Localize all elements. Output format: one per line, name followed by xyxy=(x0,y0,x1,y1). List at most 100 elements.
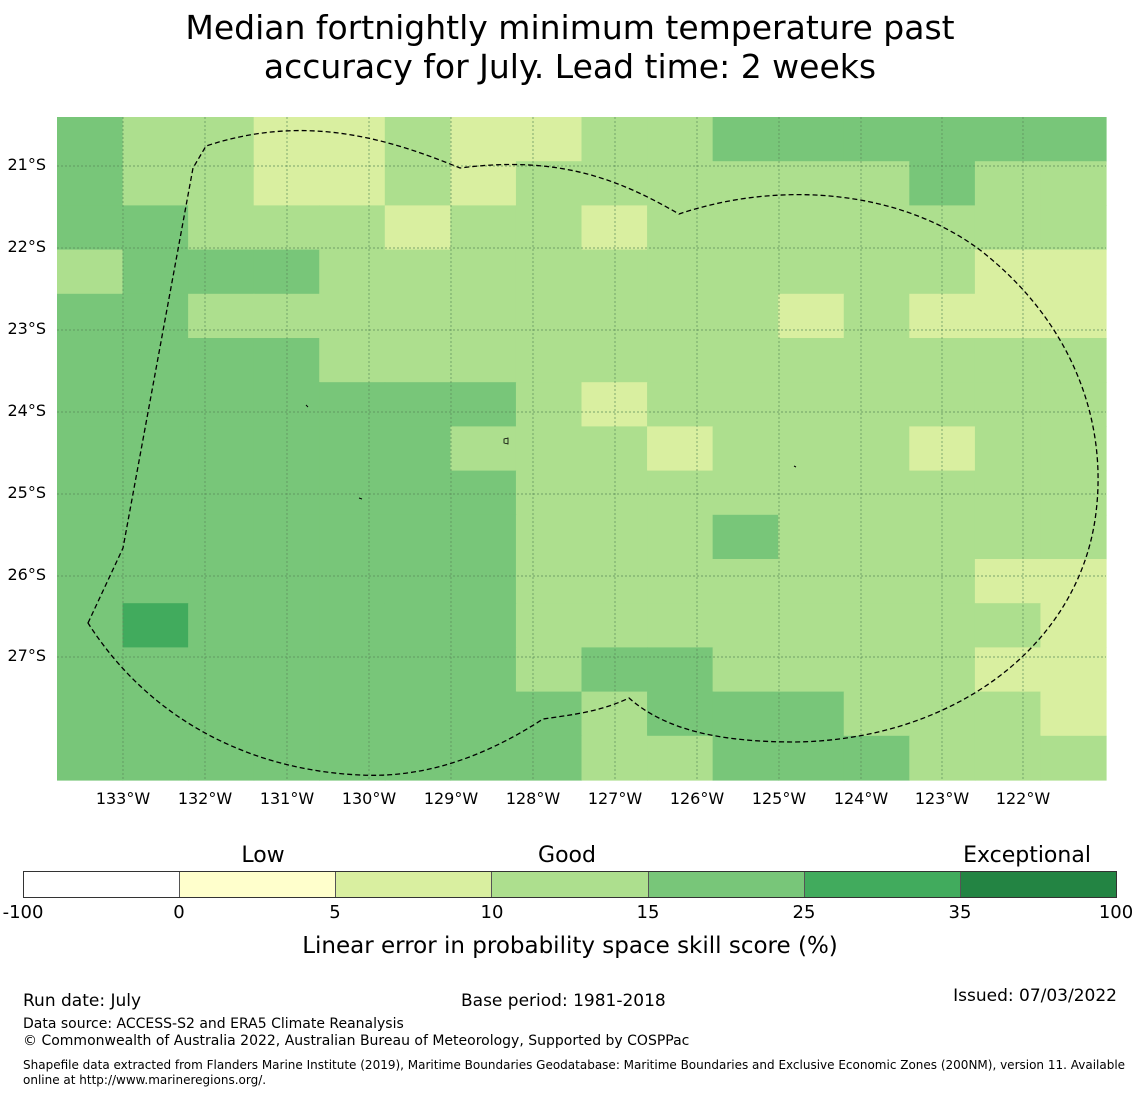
grid-cell xyxy=(384,691,451,737)
grid-cell xyxy=(188,426,255,472)
colorbar-segment xyxy=(804,872,961,897)
grid-cell xyxy=(974,117,1042,162)
grid-cell xyxy=(843,117,910,162)
grid-cell xyxy=(384,249,451,295)
grid-cell xyxy=(319,338,386,383)
grid-cell xyxy=(712,205,779,251)
grid-cell xyxy=(253,249,320,295)
grid-cell xyxy=(974,735,1042,781)
grid-cell xyxy=(450,161,517,206)
grid-cell xyxy=(188,647,255,693)
grid-cell xyxy=(450,603,517,648)
grid-cell xyxy=(319,647,386,693)
grid-cell xyxy=(57,293,124,339)
grid-cell xyxy=(319,691,386,737)
lat-label: 27°S xyxy=(7,646,46,665)
grid-cell xyxy=(974,470,1042,516)
grid-cell xyxy=(581,426,648,472)
chart-title: Median fortnightly minimum temperature p… xyxy=(0,8,1140,86)
grid-cell xyxy=(188,382,255,427)
grid-cell xyxy=(122,382,189,427)
grid-cell xyxy=(974,514,1042,560)
grid-cell xyxy=(581,161,648,206)
grid-cell xyxy=(57,382,124,427)
grid-cell xyxy=(778,647,845,693)
grid-cell xyxy=(581,514,648,560)
grid-cell xyxy=(122,293,189,339)
grid-cell xyxy=(515,161,583,206)
grid-cell xyxy=(778,338,845,383)
colorbar-segment xyxy=(336,872,493,897)
grid-cell xyxy=(319,382,386,427)
grid-cell xyxy=(647,338,714,383)
grid-cell xyxy=(188,293,255,339)
colorbar-tick: -100 xyxy=(2,902,44,923)
grid-cell xyxy=(1040,470,1107,516)
lon-label: 125°W xyxy=(751,789,807,808)
grid-cell xyxy=(778,249,845,295)
colorbar-segment xyxy=(24,872,181,897)
grid-cell xyxy=(1040,514,1107,560)
grid-cell xyxy=(1040,117,1107,162)
copyright: © Commonwealth of Australia 2022, Austra… xyxy=(23,1033,690,1049)
grid-cell xyxy=(712,249,779,295)
colorbar-segment xyxy=(180,872,337,897)
grid-cell xyxy=(450,735,517,781)
grid-cell xyxy=(319,470,386,516)
grid-cell xyxy=(122,647,189,693)
grid-cell xyxy=(57,514,124,560)
colorbar-category-good: Good xyxy=(538,843,596,868)
grid-cell xyxy=(188,735,255,781)
grid-cell xyxy=(712,603,779,648)
grid-cell xyxy=(778,382,845,427)
grid-cell xyxy=(450,338,517,383)
grid-cell xyxy=(188,470,255,516)
grid-cell xyxy=(253,117,320,162)
grid-cell xyxy=(647,691,714,737)
grid-cell xyxy=(909,382,976,427)
grid-cell xyxy=(515,647,583,693)
grid-cell xyxy=(712,647,779,693)
grid-cell xyxy=(122,559,189,604)
grid-cell xyxy=(57,735,124,781)
grid-cell xyxy=(974,382,1042,427)
grid-cell xyxy=(581,117,648,162)
lat-label: 25°S xyxy=(7,483,46,502)
grid-cell xyxy=(57,559,124,604)
grid-cell xyxy=(647,205,714,251)
grid-cell xyxy=(843,603,910,648)
grid-cell xyxy=(843,559,910,604)
grid-cell xyxy=(778,161,845,206)
grid-cell xyxy=(647,293,714,339)
grid-cell xyxy=(1040,249,1107,295)
grid-cell xyxy=(909,338,976,383)
grid-cell xyxy=(581,647,648,693)
grid-cell xyxy=(647,249,714,295)
colorbar-axis-label: Linear error in probability space skill … xyxy=(302,933,838,959)
grid-cell xyxy=(319,249,386,295)
grid-cell xyxy=(974,293,1042,339)
grid-cell xyxy=(581,691,648,737)
grid-cell xyxy=(647,559,714,604)
grid-cell xyxy=(581,735,648,781)
grid-cell xyxy=(712,117,779,162)
grid-cell xyxy=(581,338,648,383)
grid-cell xyxy=(647,426,714,472)
grid-cell xyxy=(843,735,910,781)
grid-cell xyxy=(778,559,845,604)
grid-cell xyxy=(515,117,583,162)
colorbar-tick: 35 xyxy=(948,902,972,923)
data-source: Data source: ACCESS-S2 and ERA5 Climate … xyxy=(23,1016,404,1032)
grid-cell xyxy=(188,514,255,560)
grid-cell xyxy=(57,249,124,295)
colorbar-tick: 15 xyxy=(636,902,660,923)
grid-cell xyxy=(253,293,320,339)
grid-cell xyxy=(384,338,451,383)
grid-cell xyxy=(57,205,124,251)
lat-label: 23°S xyxy=(7,319,46,338)
grid-cell xyxy=(384,293,451,339)
grid-cell xyxy=(319,161,386,206)
grid-cell xyxy=(1040,647,1107,693)
grid-cell xyxy=(1040,205,1107,251)
grid-cell xyxy=(450,293,517,339)
